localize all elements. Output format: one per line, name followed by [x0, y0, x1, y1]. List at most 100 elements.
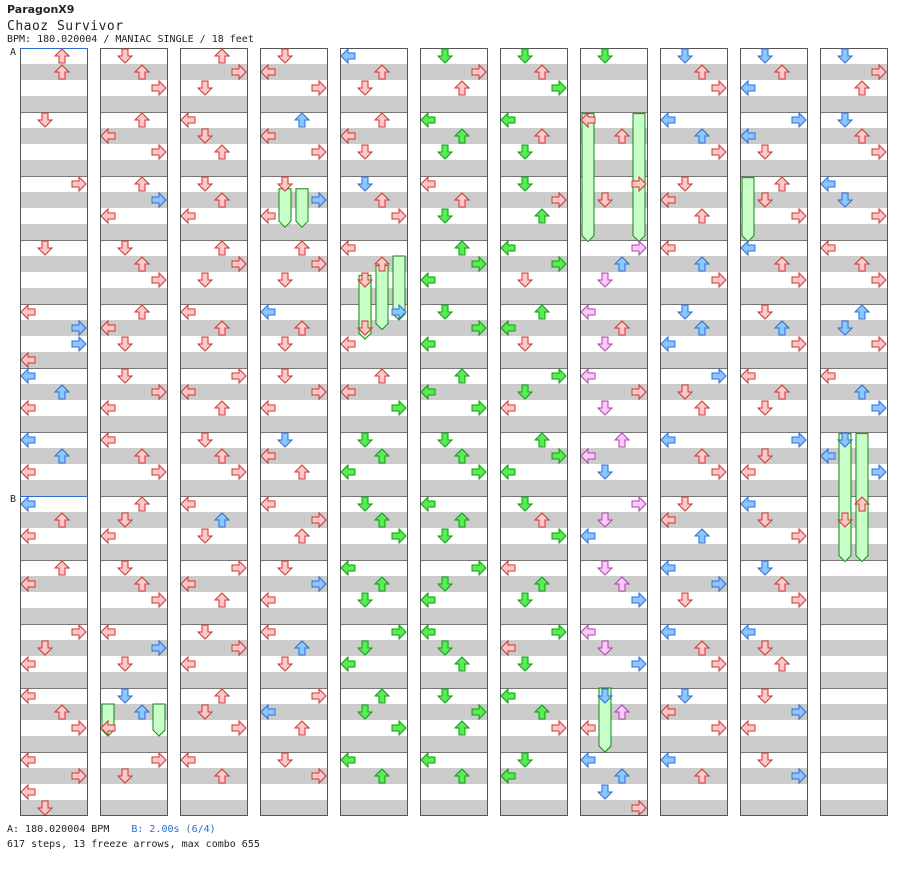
- beat-stripe: [580, 544, 648, 560]
- arrow-left-icon: [20, 431, 36, 449]
- beat-stripe: [260, 160, 328, 176]
- arrow-down-icon: [836, 112, 854, 128]
- beat-stripe: [660, 544, 728, 560]
- beat-stripe: [420, 160, 488, 176]
- beat-stripe: [340, 224, 408, 240]
- arrow-down-icon: [276, 560, 294, 576]
- beat-stripe: [820, 544, 888, 560]
- beat-stripe: [580, 480, 648, 496]
- arrow-down-icon: [356, 272, 374, 288]
- chart-summary: 617 steps, 13 freeze arrows, max combo 6…: [7, 839, 260, 850]
- arrow-left-icon: [580, 751, 596, 769]
- beat-stripe: [660, 800, 728, 816]
- freeze-arrow: [838, 433, 852, 563]
- arrow-right-icon: [711, 143, 727, 161]
- beat-stripe: [420, 672, 488, 688]
- arrow-down-icon: [36, 640, 54, 656]
- beat-stripe: [20, 640, 88, 656]
- arrow-up-icon: [373, 512, 391, 528]
- arrow-up-icon: [373, 688, 391, 704]
- arrow-left-icon: [500, 399, 516, 417]
- arrow-right-icon: [151, 79, 167, 97]
- beat-stripe: [500, 544, 568, 560]
- arrow-down-icon: [356, 176, 374, 192]
- arrow-down-icon: [676, 48, 694, 64]
- beat-stripe: [740, 736, 808, 752]
- beat-stripe: [500, 768, 568, 784]
- arrow-right-icon: [871, 463, 887, 481]
- arrow-left-icon: [180, 111, 196, 129]
- arrow-up-icon: [293, 464, 311, 480]
- chart-column: [100, 48, 168, 816]
- beat-stripe: [260, 64, 328, 80]
- beat-stripe: [20, 128, 88, 144]
- beat-stripe: [340, 576, 408, 592]
- arrow-left-icon: [660, 239, 676, 257]
- arrow-left-icon: [180, 655, 196, 673]
- arrow-left-icon: [660, 511, 676, 529]
- arrow-up-icon: [773, 384, 791, 400]
- beat-stripe: [20, 704, 88, 720]
- arrow-down-icon: [756, 752, 774, 768]
- arrow-down-icon: [276, 432, 294, 448]
- arrow-up-icon: [373, 368, 391, 384]
- beat-stripe: [580, 160, 648, 176]
- arrow-up-icon: [773, 256, 791, 272]
- arrow-down-icon: [836, 48, 854, 64]
- arrow-up-icon: [853, 256, 871, 272]
- beat-stripe: [180, 736, 248, 752]
- arrow-up-icon: [53, 448, 71, 464]
- arrow-up-icon: [453, 128, 471, 144]
- beat-stripe: [420, 256, 488, 272]
- beat-stripe: [100, 448, 168, 464]
- beat-stripe: [340, 288, 408, 304]
- beat-stripe: [100, 736, 168, 752]
- beat-stripe: [820, 288, 888, 304]
- beat-stripe: [580, 288, 648, 304]
- beat-stripe: [260, 800, 328, 816]
- arrow-right-icon: [711, 655, 727, 673]
- arrow-up-icon: [293, 720, 311, 736]
- arrow-right-icon: [231, 255, 247, 273]
- beat-stripe: [740, 768, 808, 784]
- arrow-left-icon: [180, 575, 196, 593]
- column-border: [740, 48, 808, 816]
- arrow-up-icon: [533, 512, 551, 528]
- beat-stripe: [100, 256, 168, 272]
- beat-stripe: [660, 576, 728, 592]
- arrow-right-icon: [551, 367, 567, 385]
- arrow-down-icon: [596, 336, 614, 352]
- beat-stripe: [420, 544, 488, 560]
- arrow-up-icon: [773, 656, 791, 672]
- arrow-left-icon: [100, 127, 116, 145]
- beat-stripe: [180, 672, 248, 688]
- arrow-right-icon: [391, 719, 407, 737]
- arrow-down-icon: [196, 176, 214, 192]
- arrow-down-icon: [676, 496, 694, 512]
- arrow-up-icon: [293, 528, 311, 544]
- arrow-left-icon: [500, 111, 516, 129]
- arrow-down-icon: [756, 560, 774, 576]
- arrow-left-icon: [580, 447, 596, 465]
- arrow-right-icon: [631, 655, 647, 673]
- arrow-up-icon: [133, 576, 151, 592]
- beat-stripe: [420, 96, 488, 112]
- beat-stripe: [100, 384, 168, 400]
- arrow-down-icon: [676, 384, 694, 400]
- arrow-left-icon: [820, 447, 836, 465]
- arrow-down-icon: [516, 272, 534, 288]
- arrow-right-icon: [151, 751, 167, 769]
- beat-stripe: [500, 800, 568, 816]
- arrow-left-icon: [340, 655, 356, 673]
- beat-stripe: [820, 416, 888, 432]
- arrow-up-icon: [213, 512, 231, 528]
- arrow-left-icon: [660, 431, 676, 449]
- arrow-left-icon: [740, 367, 756, 385]
- arrow-up-icon: [693, 640, 711, 656]
- arrow-left-icon: [100, 207, 116, 225]
- beat-stripe: [180, 320, 248, 336]
- beat-stripe: [820, 704, 888, 720]
- arrow-up-icon: [133, 64, 151, 80]
- freeze-arrow: [741, 177, 755, 243]
- arrow-right-icon: [711, 575, 727, 593]
